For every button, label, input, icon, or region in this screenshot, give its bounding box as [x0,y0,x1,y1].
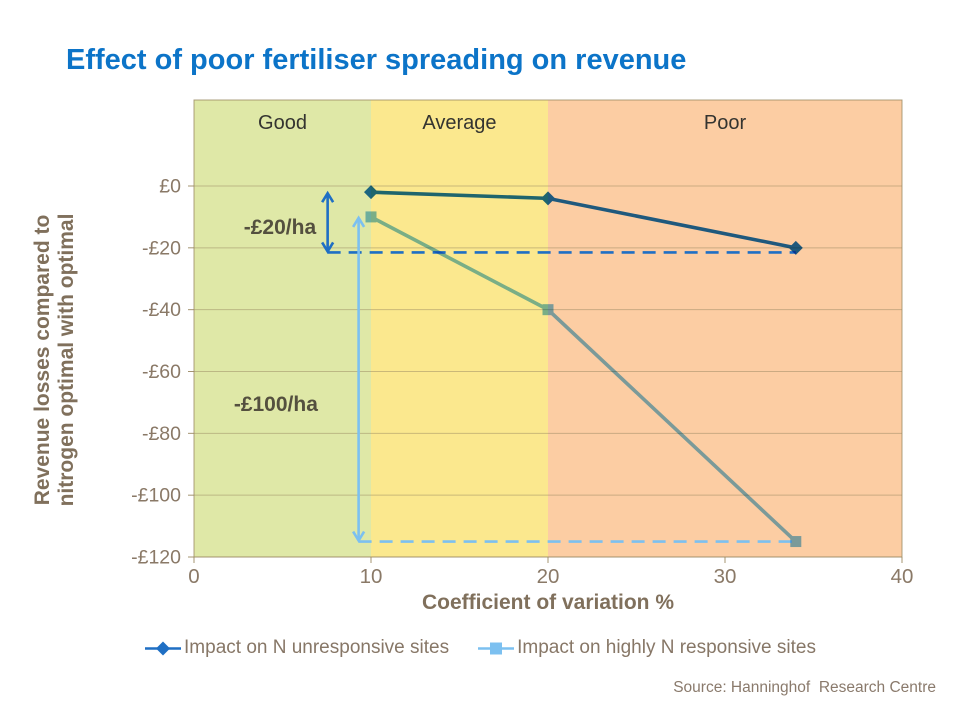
data-point-diamond [364,185,378,200]
zone-label: Average [422,112,496,134]
data-point-diamond [788,240,803,255]
x-tick-label: 0 [188,565,199,588]
y-tick-label: £0 [159,176,181,198]
data-point-diamond [541,191,555,206]
arrow-up-head-icon [352,215,366,228]
x-axis-title: Coefficient of variation % [421,591,675,614]
series-1 [364,185,803,255]
y-axis-title-line2: nitrogen optimal with optimal [55,213,78,507]
y-tick-label: -£40 [142,299,181,321]
data-point-square [790,536,802,548]
chart-title: Effect of poor fertiliser spreading on r… [66,44,687,76]
arrow-down-head-icon [321,241,335,254]
zone-label: Good [258,112,307,134]
data-point-square [542,304,554,316]
legend-item-responsive: Impact on highly N responsive sites [477,637,816,659]
legend-marker-series2 [478,642,515,654]
series-2 [365,211,802,548]
legend-marker-series1 [145,641,182,655]
legend-item-unresponsive: Impact on N unresponsive sites [144,637,449,659]
zone-good [194,100,371,557]
legend-label-series1: Impact on N unresponsive sites [184,637,450,658]
arrow-up-head-icon [321,190,335,203]
zone-label: Poor [704,112,747,134]
square-icon [490,642,503,654]
y-axis-title-line1: Revenue losses compared to [30,214,54,506]
y-tick-label: -£20 [142,237,181,259]
y-tick-label: -£120 [131,547,181,569]
x-tick-label: 20 [537,565,560,588]
legend-label-series2: Impact on highly N responsive sites [517,637,816,658]
y-tick-label: -£60 [142,361,181,383]
zone-poor [548,100,902,557]
arrow-down-head-icon [352,530,366,544]
annotation-label: -£100/ha [234,393,318,416]
y-tick-label: -£80 [142,423,181,445]
x-tick-label: 10 [360,565,383,588]
legend: Impact on N unresponsive sites Impact on… [0,637,960,659]
diamond-icon [156,641,171,655]
y-tick-label: -£100 [131,485,181,507]
source-text: Source: Hanninghof Research Centre [673,679,936,696]
annotation-label: -£20/ha [244,216,317,239]
data-point-square [365,211,377,223]
x-tick-label: 40 [891,565,914,588]
zone-average [371,100,548,557]
y-axis-title: Revenue losses compared to nitrogen opti… [31,214,79,507]
x-tick-label: 30 [714,565,737,588]
